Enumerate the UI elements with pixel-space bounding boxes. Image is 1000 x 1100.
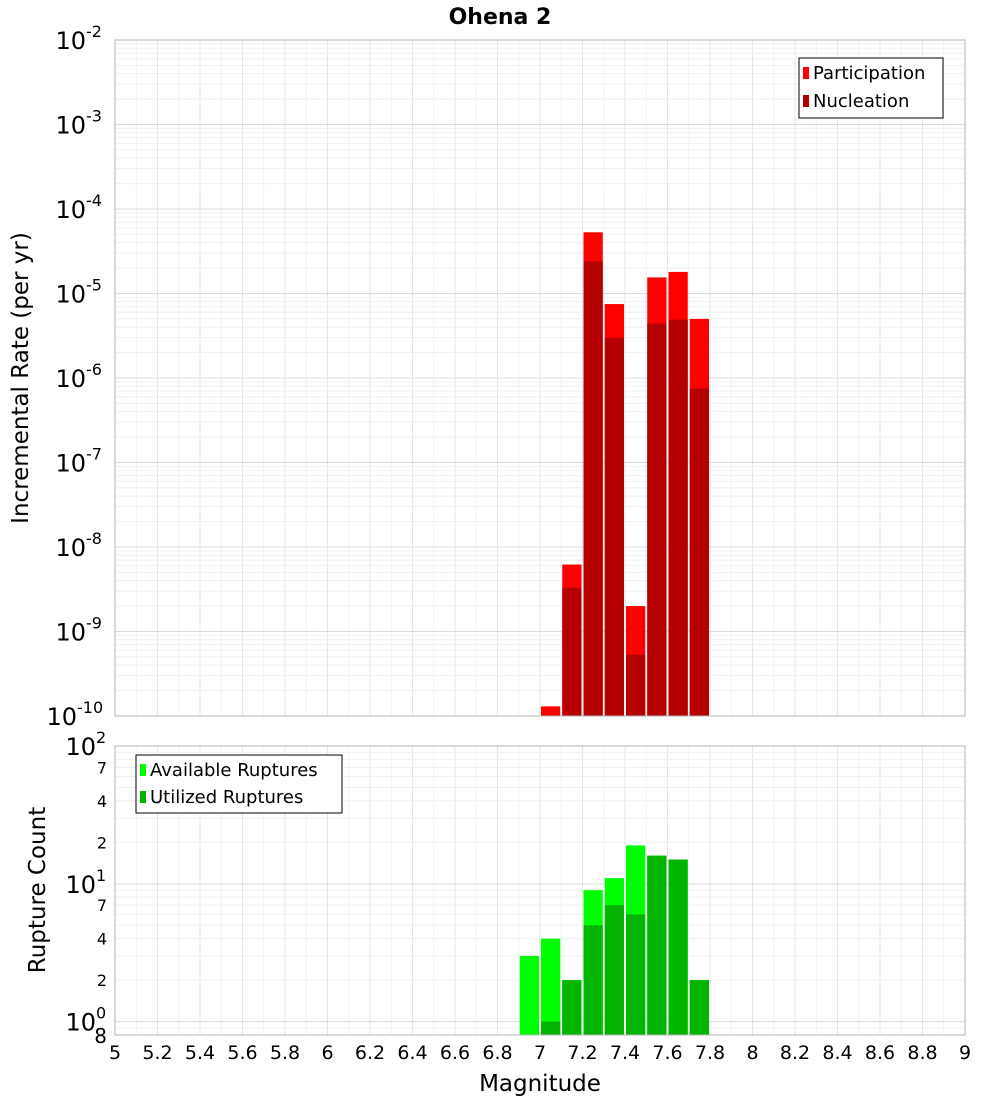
bottom-utilized-ruptures-bar <box>562 980 582 1035</box>
bottom-y-tick-label: 10 <box>65 1009 96 1037</box>
top-y-tick-label: 10 <box>55 27 86 55</box>
bottom-available-ruptures-bar <box>541 938 561 1035</box>
x-tick-label: 8.4 <box>822 1042 852 1064</box>
bottom-y-axis-label: Rupture Count <box>25 807 51 973</box>
x-tick-label: 6.2 <box>355 1042 385 1064</box>
top-nucleation-bar <box>583 261 603 716</box>
bottom-y-minor-tick-label: 2 <box>97 833 107 852</box>
chart-title: Ohena 2 <box>449 5 552 30</box>
bottom-plot-border <box>114 745 966 1036</box>
top-plot-border <box>114 39 966 717</box>
legend-swatch-available <box>140 764 146 776</box>
top-nucleation-bar <box>647 323 667 716</box>
x-tick-label: 7.8 <box>695 1042 725 1064</box>
bottom-y-minor-tick-label: 4 <box>97 930 107 949</box>
top-participation-bar <box>541 706 561 716</box>
x-tick-label: 6.4 <box>397 1042 427 1064</box>
bottom-y-tick-exponent: 1 <box>96 866 106 885</box>
top-nucleation-bar <box>668 319 688 716</box>
bottom-y-minor-tick-label: 7 <box>97 758 107 777</box>
top-y-tick-exponent: -9 <box>86 614 102 633</box>
x-tick-label: 8.8 <box>907 1042 937 1064</box>
top-y-tick-label: 10 <box>55 365 86 393</box>
bottom-utilized-ruptures-bar <box>689 980 709 1035</box>
top-nucleation-bar <box>689 388 709 716</box>
bottom-utilized-ruptures-bar <box>604 905 624 1035</box>
top-y-tick-label: 10 <box>55 281 86 309</box>
bottom-y-minor-tick-label: 7 <box>97 896 107 915</box>
x-tick-label: 6.8 <box>482 1042 512 1064</box>
top-y-tick-exponent: -7 <box>86 445 102 464</box>
legend-swatch-participation <box>803 67 809 79</box>
bottom-y-tick-label: 10 <box>65 871 96 899</box>
top-nucleation-bar <box>604 337 624 716</box>
bottom-y-tick-exponent: 2 <box>96 728 106 747</box>
legend-label-participation: Participation <box>813 63 925 84</box>
bottom-y-tick-label: 10 <box>65 733 96 761</box>
x-tick-label: 7 <box>534 1042 546 1064</box>
top-nucleation-bar <box>626 654 646 716</box>
bottom-y-minor-tick-label: 2 <box>97 971 107 990</box>
top-y-tick-label: 10 <box>55 112 86 140</box>
top-y-tick-exponent: -10 <box>77 698 103 717</box>
x-tick-label: 5.2 <box>142 1042 172 1064</box>
top-y-tick-exponent: -2 <box>86 22 102 41</box>
top-bars <box>541 232 709 716</box>
bottom-grid <box>114 745 966 1036</box>
top-grid <box>114 39 966 717</box>
top-y-tick-label: 10 <box>55 450 86 478</box>
bottom-utilized-ruptures-bar <box>626 914 646 1035</box>
x-tick-label: 5.6 <box>227 1042 257 1064</box>
bottom-legend: Available Ruptures Utilized Ruptures <box>135 754 343 814</box>
x-tick-label: 9 <box>959 1042 971 1064</box>
x-tick-label: 5.4 <box>185 1042 215 1064</box>
x-tick-label: 8.2 <box>780 1042 810 1064</box>
x-tick-label: 6 <box>321 1042 333 1064</box>
top-y-tick-exponent: -6 <box>86 360 102 379</box>
bottom-available-ruptures-bar <box>519 955 539 1035</box>
bottom-bars <box>519 845 709 1035</box>
top-y-tick-label: 10 <box>55 196 86 224</box>
top-nucleation-bar <box>562 587 582 716</box>
x-tick-label: 7.2 <box>567 1042 597 1064</box>
top-legend: Participation Nucleation <box>798 57 944 119</box>
bottom-y-minor-tick-label: 4 <box>97 792 107 811</box>
x-tick-label: 6.6 <box>440 1042 470 1064</box>
bottom-utilized-ruptures-bar <box>583 925 603 1035</box>
x-tick-label: 7.4 <box>610 1042 640 1064</box>
bottom-utilized-ruptures-bar <box>541 1021 561 1035</box>
bottom-y-tick-exponent: 0 <box>96 1004 106 1023</box>
x-tick-label: 8.6 <box>865 1042 895 1064</box>
legend-label-available: Available Ruptures <box>150 760 318 781</box>
top-y-tick-label: 10 <box>55 619 86 647</box>
x-tick-label: 5.8 <box>270 1042 300 1064</box>
bottom-legend-box <box>135 754 343 814</box>
top-y-tick-exponent: -5 <box>86 276 102 295</box>
top-y-tick-exponent: -3 <box>86 107 102 126</box>
top-y-tick-label: 10 <box>46 703 77 731</box>
top-y-tick-exponent: -8 <box>86 529 102 548</box>
bottom-utilized-ruptures-bar <box>647 855 667 1035</box>
legend-swatch-utilized <box>140 791 146 803</box>
x-tick-label: 5 <box>109 1042 121 1064</box>
x-axis-label: Magnitude <box>479 1071 601 1097</box>
bottom-utilized-ruptures-bar <box>668 859 688 1035</box>
top-y-tick-label: 10 <box>55 534 86 562</box>
top-y-axis-label: Incremental Rate (per yr) <box>8 232 34 524</box>
legend-label-nucleation: Nucleation <box>813 91 909 112</box>
x-tick-labels: 5 5.2 5.4 5.6 5.8 6 6.2 6.4 6.6 6.8 7 7.2 7.4 7.6 7.8 8… <box>109 1042 971 1064</box>
top-y-tick-exponent: -4 <box>86 191 102 210</box>
legend-label-utilized: Utilized Ruptures <box>150 787 303 808</box>
x-tick-label: 8 <box>746 1042 758 1064</box>
x-tick-label: 7.6 <box>652 1042 682 1064</box>
legend-swatch-nucleation <box>803 95 809 107</box>
top-legend-box <box>798 57 944 119</box>
bottom-y-minor-tick-label: 8 <box>94 1024 107 1048</box>
